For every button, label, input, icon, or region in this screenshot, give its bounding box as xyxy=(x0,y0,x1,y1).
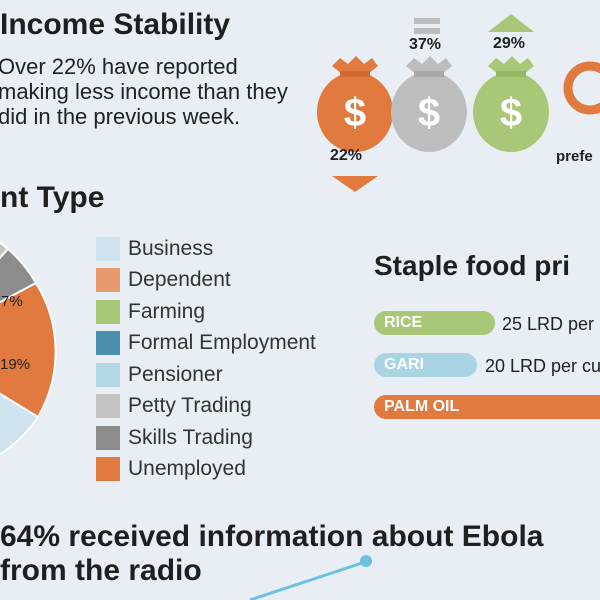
bag-label-decrease: 22% xyxy=(330,147,363,164)
employment-pie-chart xyxy=(0,241,57,456)
legend-item: Skills Trading xyxy=(96,422,316,454)
radio-decoration xyxy=(250,555,372,600)
money-bags-graphic: $ $ $ xyxy=(317,14,600,192)
pie-label-skills: 7% xyxy=(1,293,23,310)
bag-label-increase: 29% xyxy=(493,35,526,52)
partial-ring-icon xyxy=(563,61,600,115)
money-bag-icon-same: $ xyxy=(391,18,467,152)
staple-food-title: Staple food pri xyxy=(374,250,570,281)
legend-swatch xyxy=(96,457,120,482)
legend-item: Business xyxy=(96,233,316,265)
radio-info-heading: 64% received information about Ebola fro… xyxy=(0,520,544,587)
equal-icon xyxy=(414,18,440,24)
legend-swatch xyxy=(96,268,120,293)
income-description: Over 22% have reported making less incom… xyxy=(0,54,288,129)
money-bag-icon-decrease: $ xyxy=(317,56,393,192)
arrow-up-icon xyxy=(488,14,534,32)
gari-price: 20 LRD per cu xyxy=(485,356,600,376)
legend-swatch xyxy=(96,425,120,450)
svg-text:$: $ xyxy=(418,91,440,135)
pie-slice-unemployed xyxy=(0,281,57,419)
gari-bar: GARI xyxy=(374,353,477,377)
legend-swatch xyxy=(96,394,120,419)
legend-item: Formal Employment xyxy=(96,328,316,360)
legend-swatch xyxy=(96,236,120,261)
palm-oil-bar: PALM OIL xyxy=(374,395,600,419)
legend-item: Dependent xyxy=(96,265,316,297)
partial-label: prefe xyxy=(556,148,593,165)
legend-item: Farming xyxy=(96,296,316,328)
employment-type-title: nt Type xyxy=(0,181,105,214)
svg-text:$: $ xyxy=(500,91,522,135)
legend-item: Petty Trading xyxy=(96,391,316,423)
income-stability-title: Income Stability xyxy=(0,8,231,41)
legend-swatch xyxy=(96,331,120,356)
money-bag-icon-increase: $ xyxy=(473,14,549,152)
pie-label-unemployed: 19% xyxy=(0,356,31,373)
bag-label-same: 37% xyxy=(409,36,442,53)
pie-slice-business xyxy=(0,392,40,456)
rice-bar: RICE xyxy=(374,311,495,335)
employment-legend: Business Dependent Farming Formal Employ… xyxy=(96,233,316,485)
legend-item: Unemployed xyxy=(96,454,316,486)
rice-price: 25 LRD per xyxy=(502,314,595,334)
arrow-down-icon xyxy=(332,176,378,192)
legend-swatch xyxy=(96,299,120,324)
legend-swatch xyxy=(96,362,120,387)
legend-item: Pensioner xyxy=(96,359,316,391)
svg-text:$: $ xyxy=(344,91,366,135)
